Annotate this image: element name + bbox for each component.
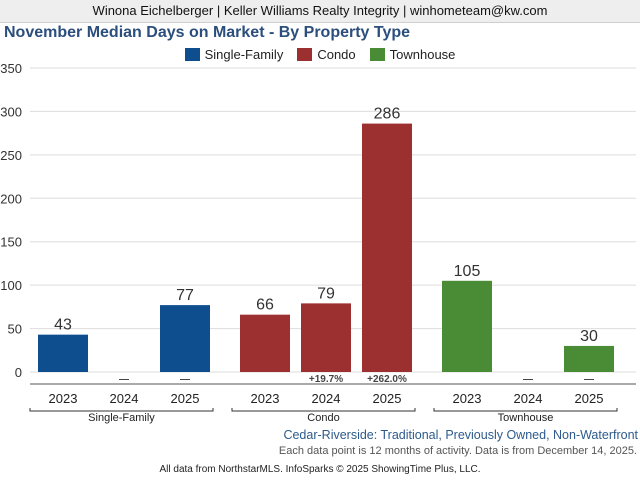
legend-item-single-family[interactable]: Single-Family <box>184 45 284 63</box>
x-tick-label: 2023 <box>453 391 482 406</box>
x-tick-label: 2023 <box>251 391 280 406</box>
bar-condo-2024 <box>301 303 351 372</box>
data-label: 79 <box>317 285 335 302</box>
change-label: +262.0% <box>367 374 407 385</box>
x-tick-label: 2025 <box>373 391 402 406</box>
x-tick-label: 2024 <box>312 391 341 406</box>
x-tick-label: 2025 <box>575 391 604 406</box>
data-note: Each data point is 12 months of activity… <box>278 445 637 457</box>
x-tick-label: 2023 <box>49 391 78 406</box>
change-label: — <box>119 374 129 385</box>
data-label: 66 <box>256 297 274 314</box>
y-tick-label: 350 <box>0 61 22 76</box>
legend-item-townhouse[interactable]: Townhouse <box>369 45 456 63</box>
group-bracket <box>231 408 416 412</box>
bar-townhouse-2025 <box>564 345 614 372</box>
x-tick-label: 2025 <box>171 391 200 406</box>
change-label: +19.7% <box>309 374 343 385</box>
change-label: — <box>584 374 594 385</box>
y-tick-label: 300 <box>0 104 22 119</box>
data-label: 286 <box>374 106 401 123</box>
header-bar: Winona Eichelberger | Keller Williams Re… <box>0 0 640 23</box>
bar-single-family-2025 <box>160 305 210 372</box>
legend-item-condo[interactable]: Condo <box>297 45 356 63</box>
source-note: All data from NorthstarMLS. InfoSparks ©… <box>159 464 481 475</box>
bar-condo-2025 <box>362 123 412 373</box>
legend-label-townhouse: Townhouse <box>389 46 456 62</box>
legend-swatch-condo <box>297 47 313 61</box>
data-label: 105 <box>454 263 481 280</box>
data-label: 77 <box>176 287 194 304</box>
legend-label-single-family: Single-Family <box>204 46 284 62</box>
group-label: Single-Family <box>88 412 155 424</box>
legend-label-condo: Condo <box>317 46 356 62</box>
legend: Single-Family Condo Townhouse <box>0 45 640 63</box>
header-text: Winona Eichelberger | Keller Williams Re… <box>92 3 548 18</box>
bar-single-family-2023 <box>38 334 88 372</box>
chart-title: November Median Days on Market - By Prop… <box>4 24 411 41</box>
legend-swatch-single-family <box>184 47 200 61</box>
y-tick-label: 200 <box>0 191 22 206</box>
group-label: Condo <box>307 412 339 424</box>
y-tick-label: 150 <box>0 235 22 250</box>
legend-swatch-townhouse <box>369 47 385 61</box>
group-bracket <box>29 408 214 412</box>
x-tick-label: 2024 <box>514 391 543 406</box>
group-bracket <box>433 408 618 412</box>
chart-subtitle: Cedar-Riverside: Traditional, Previously… <box>283 428 638 442</box>
y-tick-label: 50 <box>8 322 22 337</box>
y-tick-label: 250 <box>0 148 22 163</box>
data-label: 30 <box>580 328 598 345</box>
x-tick-label: 2024 <box>110 391 139 406</box>
bar-townhouse-2023 <box>442 280 492 372</box>
data-label: 43 <box>54 317 72 334</box>
y-tick-label: 0 <box>15 365 22 380</box>
bar-condo-2023 <box>240 314 290 372</box>
change-label: — <box>523 374 533 385</box>
change-label: — <box>180 374 190 385</box>
y-tick-label: 100 <box>0 278 22 293</box>
group-label: Townhouse <box>498 412 554 424</box>
